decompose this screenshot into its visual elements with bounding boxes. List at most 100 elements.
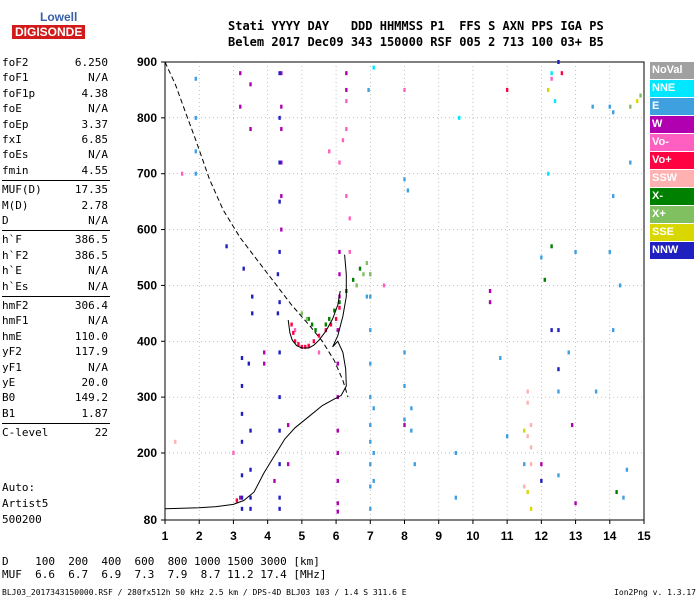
parameter-row: B1 1.87 [2, 407, 108, 423]
echo-point-e [369, 484, 372, 489]
echo-point-x- [305, 316, 309, 321]
echo-point-vo- [550, 76, 553, 81]
echo-point-vo- [345, 194, 348, 199]
legend-item-x-: X+ [650, 206, 694, 223]
echo-point-w [280, 104, 283, 109]
parameter-value: 386.5 [74, 248, 108, 262]
echo-point-nnw [249, 506, 252, 511]
echo-point-e [372, 478, 375, 483]
parameter-row: foF1p 4.38 [2, 87, 108, 103]
echo-point-vo- [329, 322, 333, 327]
logo-line1: Lowell [40, 10, 78, 24]
echo-point-e [612, 328, 615, 333]
echo-point-e [540, 255, 543, 260]
auto-line2: Artist5 [2, 497, 49, 510]
echo-point-nnw [278, 495, 281, 500]
echo-point-e [194, 171, 197, 176]
echo-point-w [570, 423, 574, 428]
parameter-name: D [2, 214, 9, 227]
echo-point-vo- [382, 283, 386, 288]
echo-point-w [574, 501, 577, 506]
echo-point-vo- [292, 330, 295, 335]
parameter-row: h`F2 386.5 [2, 249, 108, 265]
echo-point-e [365, 294, 369, 299]
echo-point-w [345, 71, 348, 76]
parameter-value: 4.38 [81, 86, 109, 100]
legend-item-sse: SSE [650, 224, 694, 241]
echo-point-vo- [180, 171, 184, 176]
echo-point-nnw [278, 506, 281, 511]
echo-point-e [557, 389, 560, 394]
parameter-name: M(D) [2, 198, 29, 212]
echo-point-x- [307, 316, 310, 321]
echo-point-e [505, 434, 509, 439]
echo-point-w [280, 194, 283, 199]
x-tick-label: 2 [196, 529, 203, 543]
echo-point-nne [458, 115, 461, 120]
echo-point-nnw [251, 294, 254, 299]
echo-point-x- [338, 300, 341, 305]
echo-point-e [194, 76, 197, 81]
echo-point-w [280, 227, 283, 232]
echo-point-vo- [293, 328, 297, 333]
echo-point-x- [351, 277, 355, 282]
echo-point-e [403, 350, 406, 355]
echo-point-w [488, 300, 492, 305]
echo-point-x- [328, 316, 331, 321]
parameter-value: 22 [94, 426, 108, 440]
dtable-row-distance: D 100 200 400 600 800 1000 1500 3000 [km… [2, 555, 320, 568]
muf-distance-table: D 100 200 400 600 800 1000 1500 3000 [km… [2, 555, 327, 581]
echo-point-nnw [278, 199, 281, 204]
y-tick-label: 900 [137, 55, 157, 69]
echo-point-e [369, 439, 372, 444]
echo-point-e [369, 423, 372, 428]
parameter-name: foE [2, 102, 22, 116]
echo-point-e [454, 450, 458, 455]
parameter-name: foEp [2, 117, 29, 131]
echo-point-vo- [345, 99, 348, 104]
parameter-row: hmF2 306.4 [2, 299, 108, 315]
y-tick-label: 200 [137, 446, 157, 460]
echo-point-e [567, 350, 570, 355]
echo-point-nnw [557, 367, 560, 372]
echo-point-nnw [240, 473, 244, 478]
echo-point-nnw [240, 495, 244, 500]
x-tick-label: 12 [535, 529, 549, 543]
parameter-value: N/A [88, 71, 108, 85]
echo-point-sse [635, 99, 639, 104]
echo-point-e [369, 294, 372, 299]
parameter-row: h`Es N/A [2, 280, 108, 296]
echo-point-nnw [278, 71, 281, 76]
echo-point-x- [543, 277, 546, 282]
echo-point-nnw [278, 350, 281, 355]
y-tick-label: 700 [137, 167, 157, 181]
echo-point-e [369, 395, 372, 400]
echo-point-w [488, 289, 492, 293]
echo-point-nne [553, 99, 557, 104]
parameter-separator [2, 423, 110, 425]
echo-point-nne [550, 71, 553, 76]
echo-point-e [499, 356, 502, 361]
parameter-row: foF2 6.250 [2, 56, 108, 72]
parameter-value: N/A [88, 148, 108, 162]
parameter-value: 386.5 [74, 233, 108, 247]
y-tick-label: 300 [137, 390, 157, 404]
echo-point-x- [310, 322, 314, 327]
y-tick-label: 600 [137, 223, 157, 237]
echo-point-e [406, 188, 410, 193]
echo-point-x- [615, 490, 618, 495]
echo-point-e [625, 467, 629, 472]
parameter-value: 17.35 [74, 183, 108, 197]
echo-point-e [612, 110, 615, 115]
echo-point-e [372, 450, 375, 455]
parameter-name: h`Es [2, 279, 29, 293]
parameter-row: foF1 N/A [2, 71, 108, 87]
echo-point-e [557, 473, 560, 478]
auto-scaling-info: Auto: Artist5 500200 [2, 480, 48, 528]
y-tick-label: 500 [137, 278, 157, 292]
parameter-name: hmF2 [2, 299, 29, 312]
echo-point-nnw [278, 115, 281, 120]
trace-line-virtual-height [287, 290, 341, 349]
polarization-legend: NoVal NNE E W Vo- Vo+ SSW X- X+ SSE NNW [650, 62, 696, 260]
